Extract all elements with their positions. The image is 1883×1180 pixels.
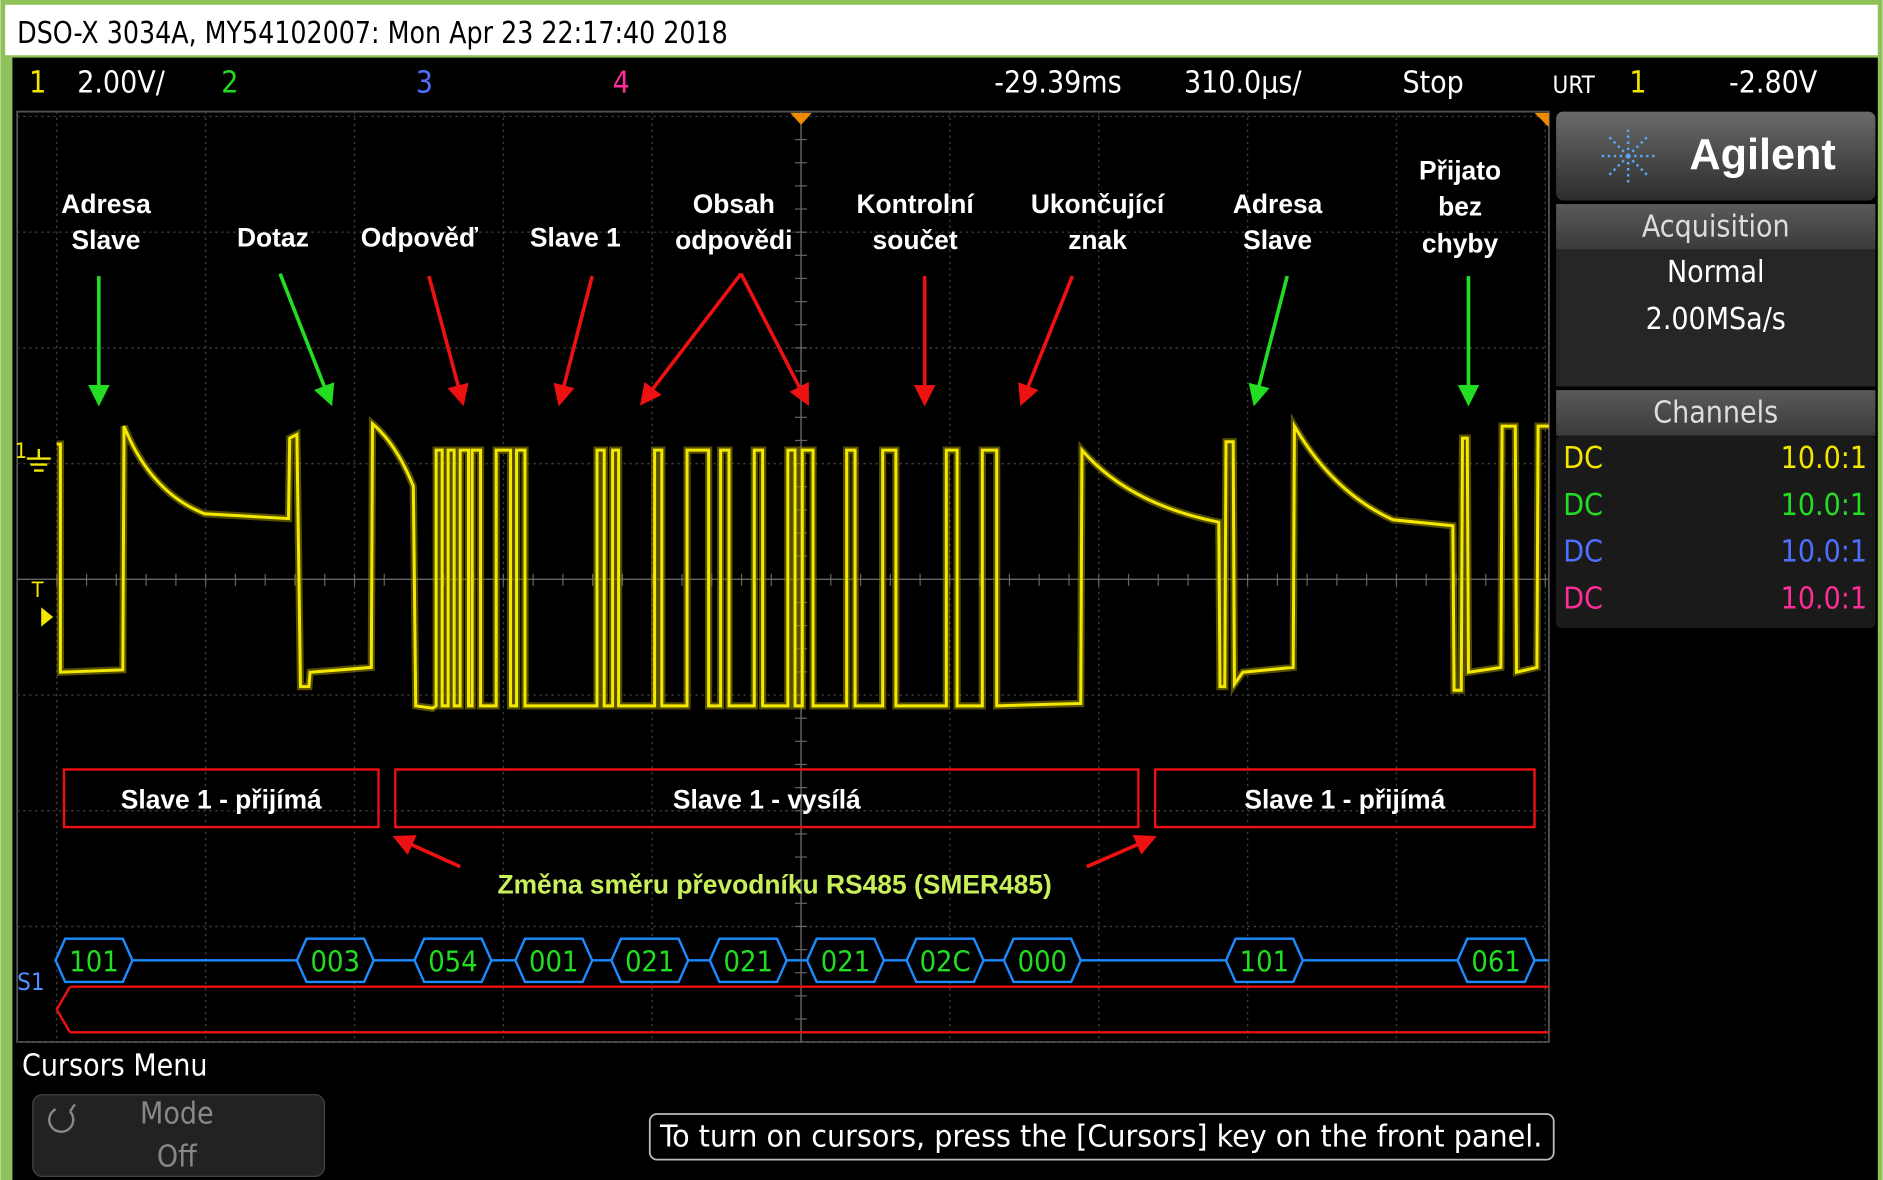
annotation-label: Kontrolní bbox=[856, 189, 975, 219]
channel-3-label: 3 bbox=[416, 65, 433, 100]
softkey-value: Off bbox=[157, 1140, 198, 1175]
page: { "header": {"title": "DSO-X 3034A, MY54… bbox=[0, 0, 1883, 1180]
annotation-label: bez bbox=[1438, 191, 1482, 221]
decode-value: 02C bbox=[920, 945, 971, 979]
channel-1-marker: 1 bbox=[15, 439, 27, 464]
decode-value: 021 bbox=[821, 945, 870, 979]
decode-value: 000 bbox=[1018, 945, 1067, 979]
annotation-label: Dotaz bbox=[237, 223, 309, 253]
annotation-label: součet bbox=[873, 225, 958, 255]
decode-value: 001 bbox=[529, 945, 578, 979]
brand: Agilent bbox=[1689, 131, 1835, 179]
annotation-label: Ukončující bbox=[1031, 189, 1166, 219]
channel-2-label: 2 bbox=[221, 65, 238, 100]
annotation-label: Adresa bbox=[61, 189, 151, 219]
channel-probe: 10.0:1 bbox=[1781, 488, 1867, 523]
decode-value: 101 bbox=[1240, 945, 1289, 979]
trigger-mode: URT bbox=[1553, 71, 1596, 99]
bus-marker: S1 bbox=[17, 968, 44, 996]
annotation-label: Odpověď bbox=[361, 223, 478, 253]
acquisition-mode: Normal bbox=[1667, 255, 1765, 290]
region-label: Slave 1 - vysílá bbox=[673, 784, 861, 814]
annotation-label: Přijato bbox=[1419, 155, 1501, 185]
channel-4-label: 4 bbox=[613, 65, 630, 100]
annotation-label: znak bbox=[1068, 225, 1127, 255]
annotation-label: chyby bbox=[1422, 229, 1499, 259]
direction-note: Změna směru převodníku RS485 (SMER485) bbox=[497, 870, 1051, 900]
acquisition-title: Acquisition bbox=[1642, 209, 1790, 244]
delay: -29.39ms bbox=[994, 65, 1121, 100]
decode-value: 054 bbox=[428, 945, 477, 979]
softkey-label: Mode bbox=[140, 1096, 214, 1131]
region-label: Slave 1 - přijímá bbox=[121, 784, 322, 814]
trigger-marker: T bbox=[31, 578, 44, 603]
trigger-level: -2.80V bbox=[1729, 65, 1818, 100]
timebase: 310.0µs/ bbox=[1184, 65, 1302, 100]
window-title: DSO-X 3034A, MY54102007: Mon Apr 23 22:1… bbox=[17, 16, 728, 51]
oscilloscope-screen: DSO-X 3034A, MY54102007: Mon Apr 23 22:1… bbox=[0, 0, 1883, 1180]
annotation-label: Obsah bbox=[693, 189, 775, 219]
channels-title: Channels bbox=[1653, 395, 1778, 430]
channel-coupling: DC bbox=[1563, 441, 1603, 476]
channel-probe: 10.0:1 bbox=[1781, 535, 1867, 570]
channel-probe: 10.0:1 bbox=[1781, 441, 1867, 476]
annotation-label: Slave bbox=[1243, 225, 1312, 255]
decode-value: 101 bbox=[69, 945, 118, 979]
annotation-label: odpovědi bbox=[675, 225, 792, 255]
trigger-source: 1 bbox=[1629, 65, 1646, 100]
menu-title: Cursors Menu bbox=[22, 1048, 207, 1083]
decode-value: 061 bbox=[1471, 945, 1520, 979]
decode-value: 003 bbox=[311, 945, 360, 979]
channel-coupling: DC bbox=[1563, 488, 1603, 523]
channel-coupling: DC bbox=[1563, 535, 1603, 570]
region-label: Slave 1 - přijímá bbox=[1244, 784, 1445, 814]
annotation-label: Slave bbox=[72, 225, 141, 255]
channel-probe: 10.0:1 bbox=[1781, 582, 1867, 617]
channel-1-scale: 2.00V/ bbox=[77, 65, 166, 100]
run-state: Stop bbox=[1402, 65, 1463, 100]
channel-1-label: 1 bbox=[29, 65, 46, 100]
message: To turn on cursors, press the [Cursors] … bbox=[659, 1119, 1542, 1154]
acquisition-rate: 2.00MSa/s bbox=[1646, 302, 1786, 337]
decode-value: 021 bbox=[724, 945, 773, 979]
annotation-label: Adresa bbox=[1233, 189, 1323, 219]
annotation-label: Slave 1 bbox=[530, 223, 621, 253]
decode-value: 021 bbox=[625, 945, 674, 979]
channel-coupling: DC bbox=[1563, 582, 1603, 617]
